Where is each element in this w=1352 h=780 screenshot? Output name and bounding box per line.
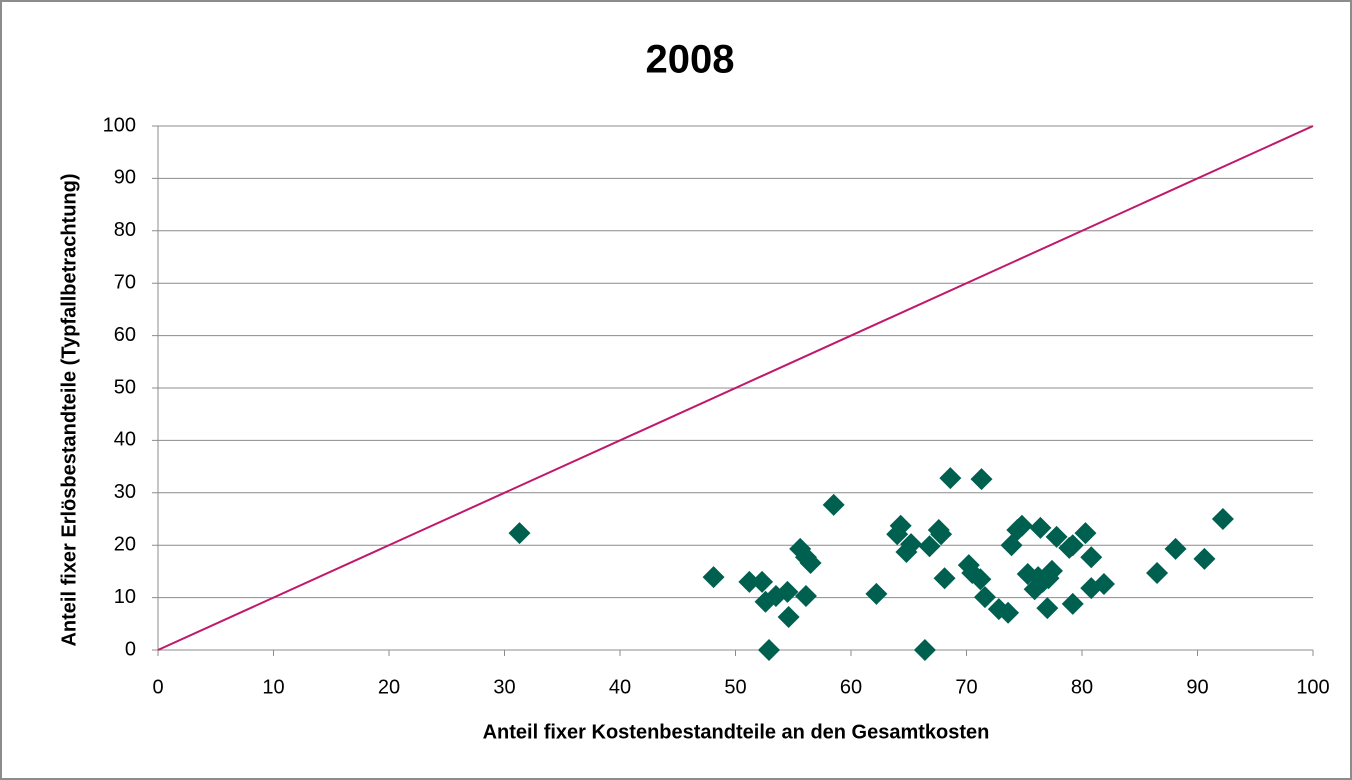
x-axis-label: Anteil fixer Kostenbestandteile an den G…	[483, 721, 990, 743]
diagonal-line	[157, 125, 1314, 651]
data-point	[1061, 534, 1084, 557]
x-tick-label: 40	[609, 676, 631, 698]
y-tick-label: 20	[114, 533, 136, 555]
data-point	[822, 493, 845, 516]
y-axis-label: Anteil fixer Erlösbestandteile (Typfallb…	[58, 173, 80, 646]
data-point	[777, 605, 800, 628]
y-tick-label: 80	[114, 219, 136, 241]
data-point	[751, 570, 774, 593]
data-point	[1193, 547, 1216, 570]
data-point	[1080, 546, 1103, 569]
data-point	[970, 468, 993, 491]
data-point	[886, 523, 909, 546]
data-point	[913, 639, 936, 661]
data-point	[776, 580, 799, 603]
chart-title: 2008	[646, 38, 735, 82]
data-point	[1061, 592, 1084, 615]
data-point	[702, 566, 725, 589]
data-point	[933, 567, 956, 590]
data-point	[918, 535, 941, 558]
data-point	[508, 522, 531, 545]
data-point	[1040, 559, 1063, 582]
y-tick-label: 10	[114, 586, 136, 608]
data-point	[865, 582, 888, 605]
data-point	[930, 523, 953, 546]
data-point	[1029, 516, 1052, 539]
data-point	[1010, 514, 1033, 537]
y-tick-label: 50	[114, 376, 136, 398]
y-tick-label: 100	[103, 114, 136, 136]
data-point	[1211, 508, 1234, 530]
y-tick-label: 90	[114, 167, 136, 189]
data-point	[969, 568, 992, 591]
data-point	[799, 552, 822, 575]
x-tick-label: 60	[840, 676, 862, 698]
data-point	[900, 533, 923, 556]
y-tick-label: 0	[125, 638, 136, 660]
data-point	[1036, 597, 1059, 620]
x-tick-label: 0	[152, 676, 163, 698]
data-point	[1146, 561, 1169, 584]
data-point	[973, 586, 996, 609]
x-tick-label: 80	[1071, 676, 1093, 698]
x-tick-label: 50	[724, 676, 746, 698]
data-point	[1074, 522, 1097, 545]
x-tick-label: 70	[955, 676, 977, 698]
y-tick-label: 70	[114, 271, 136, 293]
x-tick-label: 20	[378, 676, 400, 698]
y-tick-label: 40	[114, 429, 136, 451]
data-point	[794, 585, 817, 608]
data-point	[997, 601, 1020, 624]
data-point	[1164, 537, 1187, 560]
x-tick-label: 90	[1186, 676, 1208, 698]
x-tick-label: 30	[493, 676, 515, 698]
data-point	[1045, 525, 1068, 548]
y-tick-label: 60	[114, 324, 136, 346]
data-point	[1092, 572, 1115, 595]
x-tick-label: 10	[262, 676, 284, 698]
x-tick-label: 100	[1296, 676, 1329, 698]
data-point	[738, 570, 761, 593]
data-point	[757, 639, 780, 661]
data-point	[939, 467, 962, 490]
y-tick-label: 30	[114, 481, 136, 503]
